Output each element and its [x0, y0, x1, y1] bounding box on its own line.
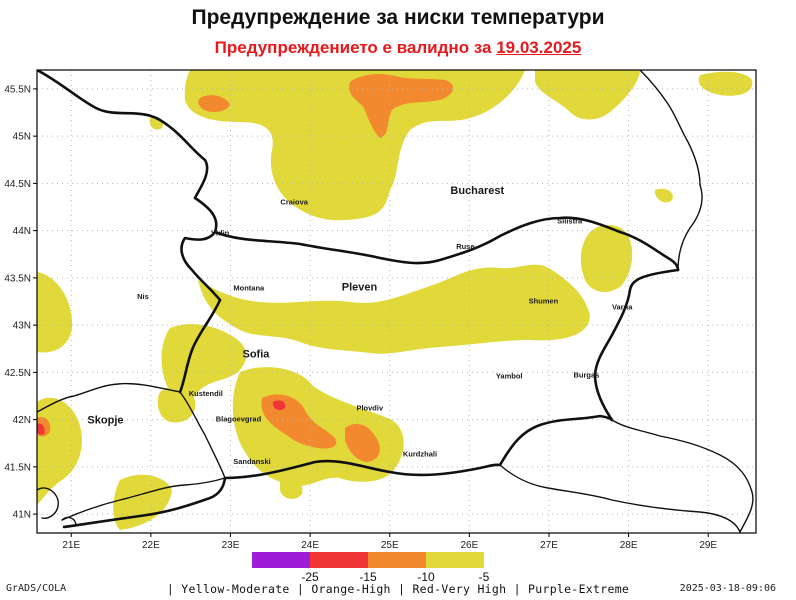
danube-delta-coast — [677, 184, 703, 271]
kustendil-area — [157, 386, 196, 423]
legend-red-box — [310, 552, 368, 568]
city-label-kurdzhali: Kurdzhali — [403, 450, 437, 459]
city-label-craiova: Craiova — [280, 197, 308, 206]
skopje-very-high-patch — [37, 423, 45, 435]
small-patch-b — [654, 188, 673, 203]
city-label-blagoevgrad: Blagoevgrad — [216, 415, 262, 424]
lat-tick-label: 41N — [13, 510, 31, 521]
border-serbia-macedonia — [37, 382, 181, 413]
map-title: Предупреждение за ниски температури — [191, 6, 605, 29]
northeast-corner-area — [698, 71, 753, 96]
legend-yellow-box — [426, 552, 484, 568]
border-romania-bulgaria-dobruja — [618, 230, 680, 272]
lon-tick-label: 24E — [301, 540, 319, 551]
east-romania-area — [535, 70, 640, 120]
north-romania-area — [184, 70, 525, 221]
city-label-bucharest: Bucharest — [450, 185, 504, 197]
border-bulgaria-turkey — [498, 414, 614, 467]
city-label-ruse: Ruse — [456, 242, 474, 251]
legend-tick-label: -15 — [359, 570, 377, 584]
city-label-plovdiv: Plovdiv — [356, 403, 384, 412]
lon-tick-label: 21E — [62, 540, 80, 551]
issue-timestamp: 2025-03-18-09:06 — [679, 583, 776, 594]
software-credit: GrADS/COLA — [6, 583, 67, 594]
rila-very-high-patch — [272, 400, 286, 410]
lat-tick-label: 43N — [13, 321, 31, 332]
validity-prefix: Предупреждението е валидно за — [214, 38, 492, 57]
legend-tick-label: -5 — [479, 570, 490, 584]
border-bulgaria-greece — [223, 459, 502, 480]
lat-tick-label: 45.5N — [4, 84, 31, 95]
city-label-shumen: Shumen — [529, 297, 559, 306]
legend-purple-box — [252, 552, 310, 568]
city-label-kustendil: Kustendil — [189, 389, 223, 398]
lon-tick-label: 27E — [540, 540, 558, 551]
city-label-burgas: Burgas — [573, 370, 599, 379]
borders — [37, 70, 754, 533]
very-high-warning-areas — [37, 400, 286, 435]
lat-tick-label: 44.5N — [4, 179, 31, 190]
lon-tick-label: 29E — [699, 540, 717, 551]
lon-tick-label: 28E — [620, 540, 638, 551]
border-macedonia-greece — [61, 477, 226, 521]
rhodope-high-area — [345, 423, 380, 462]
plot-frame — [36, 69, 757, 534]
lat-tick-label: 43.5N — [4, 273, 31, 284]
city-label-sofia: Sofia — [243, 348, 271, 360]
border-romania-bulgaria-danube — [213, 216, 622, 265]
border-serbia-bulgaria-south — [178, 298, 222, 394]
validity-line: Предупреждението е валидно за 19.03.2025 — [0, 38, 796, 58]
border-macedonia-bulgaria-thin — [179, 391, 226, 479]
border-romania-serbia — [37, 70, 209, 200]
macedonia-area — [37, 397, 83, 505]
lat-tick-label: 42.5N — [4, 368, 31, 379]
legend-tick-label: -10 — [417, 570, 435, 584]
validity-date: 19.03.2025 — [496, 38, 582, 57]
lat-tick-label: 44N — [13, 226, 31, 237]
lon-tick-label: 23E — [222, 540, 240, 551]
city-label-montana: Montana — [233, 283, 265, 292]
central-belt-area — [198, 264, 590, 354]
lat-tick-label: 42N — [13, 415, 31, 426]
vidin-high-patch — [198, 95, 230, 112]
city-label-yambol: Yambol — [496, 371, 523, 380]
west-serbia-area — [37, 272, 73, 353]
city-label-vidin: Vidin — [211, 229, 230, 238]
lat-tick-label: 41.5N — [4, 462, 31, 473]
city-label-pleven: Pleven — [342, 281, 378, 293]
southwest-strip-area — [113, 474, 172, 530]
silistra-area — [580, 224, 633, 293]
romania-high-area — [349, 74, 454, 138]
axis-ticks: 21E 22E 23E 24E 25E 26E 27E 28E 29E 45.5N 45N 44.5N… — [4, 84, 717, 551]
black-sea-coast — [593, 268, 680, 422]
grid — [37, 70, 756, 533]
romania-moldova-border — [639, 70, 701, 186]
city-label-skopje: Skopje — [87, 415, 123, 427]
south-border-area — [280, 478, 303, 499]
border-greece-turkey — [499, 464, 741, 533]
coast-turkey — [611, 419, 754, 533]
city-label-silistra: Silistra — [557, 216, 583, 225]
city-label-sandanski: Sandanski — [233, 457, 271, 466]
city-label-varna: Varna — [612, 302, 633, 311]
lon-tick-label: 25E — [381, 540, 399, 551]
lon-tick-label: 22E — [142, 540, 160, 551]
legend-orange-box — [368, 552, 426, 568]
city-label-nis: Nis — [137, 292, 149, 301]
legend-tick-label: -25 — [301, 570, 319, 584]
warning-areas — [37, 70, 753, 530]
legend-caption: | Yellow-Moderate | Orange-High | Red-Ve… — [166, 582, 630, 596]
color-legend: -25 -15 -10 -5 — [252, 552, 490, 584]
lon-tick-label: 26E — [460, 540, 478, 551]
lat-tick-label: 45N — [13, 132, 31, 143]
border-serbia-bulgaria-north — [180, 196, 222, 302]
border-serbia-macedonia-thick — [62, 476, 227, 529]
city-labels: Craiova Bucharest Vidin Ruse Silistra Montana… — [87, 185, 633, 466]
